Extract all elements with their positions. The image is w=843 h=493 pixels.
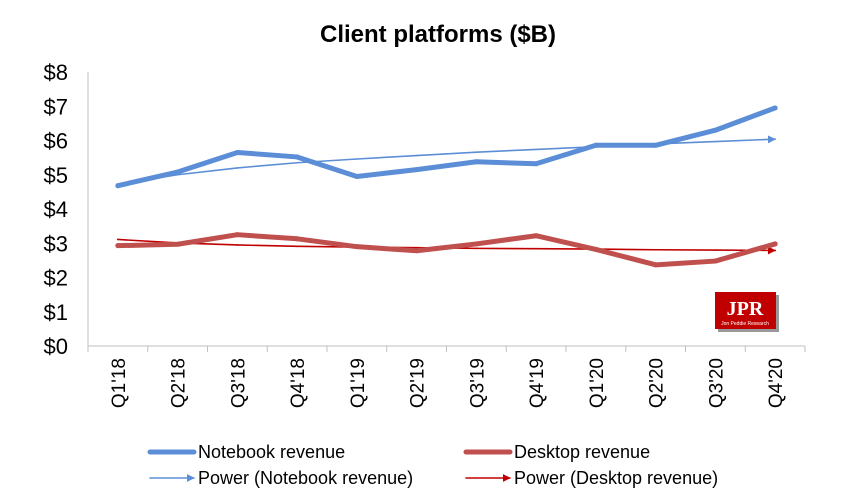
data-point [473,159,479,165]
data-point [115,243,121,249]
y-tick-label: $5 [44,163,68,188]
series-layer [115,105,778,268]
legend: Notebook revenue Desktop revenue Power (No… [147,442,718,488]
x-tick-label: Q1'20 [587,358,608,408]
legend-label: Power (Desktop revenue) [514,468,718,488]
x-tick-label: Q3'19 [467,358,488,408]
y-tick-label: $4 [44,197,68,222]
x-tick-label: Q4'19 [527,358,548,408]
data-point [533,233,539,239]
y-tick-label: $2 [44,266,68,291]
data-point [356,158,358,160]
data-point [234,232,240,238]
y-tick-labels: $0 $1 $2 $3 $4 $5 $6 $7 $8 [44,60,68,359]
data-point [414,167,420,173]
data-point [354,173,360,179]
data-point [117,238,119,241]
data-point [475,247,478,250]
logo-background [715,292,776,329]
axes [87,72,805,347]
x-tick-label: Q2'19 [408,358,429,408]
y-tick-label: $3 [44,231,68,256]
x-tick-label: Q3'20 [706,358,727,408]
data-point [714,140,717,143]
data-point [774,249,776,252]
data-point [175,241,181,247]
data-point [234,149,240,155]
data-point [772,241,778,247]
data-point [533,161,539,167]
logo-text: JPR [727,298,764,320]
data-point [296,161,298,164]
x-tick-marks [87,346,806,352]
data-point [294,154,300,160]
data-point [653,142,659,148]
data-point [593,246,599,252]
x-tick-label: Q4'18 [288,358,309,408]
data-point [535,148,537,151]
data-point [772,105,778,111]
data-point [354,244,360,250]
data-point [653,262,659,268]
y-tick-label: $1 [44,300,68,325]
x-tick-label: Q2'20 [647,358,668,408]
legend-label: Notebook revenue [198,442,345,462]
data-point [415,246,418,249]
chart-title: Client platforms ($B) [320,21,556,48]
data-point [712,127,718,133]
jpr-logo: JPR Jon Peddie Research [715,292,779,332]
data-point [475,151,478,153]
data-point [473,241,479,247]
x-tick-labels: Q1'18 Q2'18 Q3'18 Q4'18 Q1'19 Q2'19 Q3'19 Q4'19… [109,358,787,408]
x-tick-label: Q3'18 [228,358,249,408]
series-line [115,105,778,189]
data-point [714,249,717,251]
y-tick-label: $7 [44,94,68,119]
data-point [115,183,121,189]
data-point [294,236,300,242]
y-tick-label: $8 [44,60,68,85]
y-tick-label: $0 [44,334,68,359]
data-point [593,142,599,148]
data-point [774,138,776,140]
data-point [296,245,298,248]
data-point [414,248,420,254]
x-tick-label: Q2'18 [169,358,190,408]
logo-subtext: Jon Peddie Research [721,321,769,327]
legend-label: Power (Notebook revenue) [198,468,413,488]
y-tick-label: $6 [44,129,68,154]
series-line [115,232,778,268]
data-point [175,169,181,175]
data-point [236,167,239,169]
x-tick-label: Q1'18 [109,358,130,408]
x-tick-label: Q1'19 [348,358,369,408]
x-tick-label: Q4'20 [766,358,787,408]
legend-label: Desktop revenue [514,442,650,462]
data-point [654,248,657,251]
data-point [535,247,537,250]
data-point [236,244,239,246]
data-point [415,154,418,157]
data-point [712,258,718,264]
